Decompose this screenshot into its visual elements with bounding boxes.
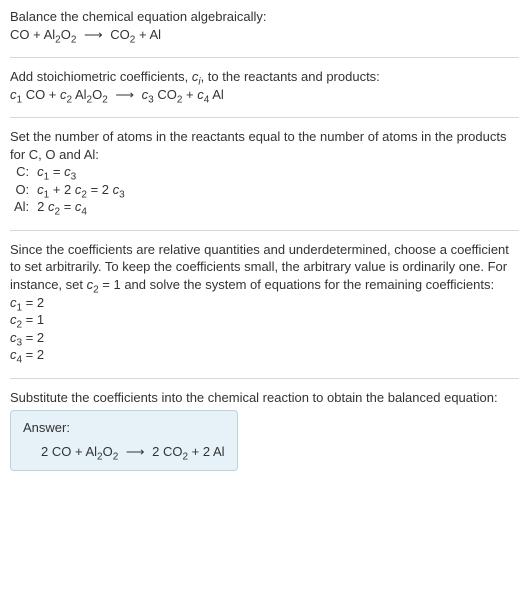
answer-box: Answer: 2 CO + Al2O2 ⟶ 2 CO2 + 2 Al xyxy=(10,410,238,471)
equation-cell: 2 c2 = c4 xyxy=(33,198,129,216)
coefficient-list: c1 = 2 c2 = 1 c3 = 2 c4 = 2 xyxy=(10,294,519,364)
balanced-equation: 2 CO + Al2O2 ⟶ 2 CO2 + 2 Al xyxy=(23,443,225,461)
equation-unbalanced: CO + Al2O2 ⟶ CO2 + Al xyxy=(10,26,519,44)
section-intro: Balance the chemical equation algebraica… xyxy=(10,8,519,58)
reaction-arrow-icon: ⟶ xyxy=(76,27,110,42)
section-atom-balance: Set the number of atoms in the reactants… xyxy=(10,128,519,231)
list-item: c2 = 1 xyxy=(10,311,519,329)
reaction-arrow-icon: ⟶ xyxy=(118,444,152,459)
element-label: O: xyxy=(10,181,33,199)
reaction-arrow-icon: ⟶ xyxy=(108,87,142,102)
element-label: Al: xyxy=(10,198,33,216)
equation-with-coefficients: c1 CO + c2 Al2O2 ⟶ c3 CO2 + c4 Al xyxy=(10,86,519,104)
reactant: Al xyxy=(44,27,56,42)
table-row: Al: 2 c2 = c4 xyxy=(10,198,129,216)
answer-label: Answer: xyxy=(23,419,225,437)
product: Al xyxy=(149,27,161,42)
intro-text: Substitute the coefficients into the che… xyxy=(10,389,519,407)
list-item: c4 = 2 xyxy=(10,346,519,364)
section-add-coefficients: Add stoichiometric coefficients, ci, to … xyxy=(10,68,519,118)
intro-text: Add stoichiometric coefficients, ci, to … xyxy=(10,68,519,86)
list-item: c3 = 2 xyxy=(10,329,519,347)
section-solve: Since the coefficients are relative quan… xyxy=(10,241,519,379)
product: CO xyxy=(110,27,130,42)
intro-text: Since the coefficients are relative quan… xyxy=(10,241,519,294)
table-row: C: c1 = c3 xyxy=(10,163,129,181)
intro-text: Set the number of atoms in the reactants… xyxy=(10,128,519,163)
atom-balance-table: C: c1 = c3 O: c1 + 2 c2 = 2 c3 Al: 2 c2 … xyxy=(10,163,129,216)
section-result: Substitute the coefficients into the che… xyxy=(10,389,519,472)
equation-cell: c1 = c3 xyxy=(33,163,129,181)
element-label: C: xyxy=(10,163,33,181)
reactant: CO xyxy=(10,27,30,42)
table-row: O: c1 + 2 c2 = 2 c3 xyxy=(10,181,129,199)
intro-text: Balance the chemical equation algebraica… xyxy=(10,8,519,26)
equation-cell: c1 + 2 c2 = 2 c3 xyxy=(33,181,129,199)
list-item: c1 = 2 xyxy=(10,294,519,312)
